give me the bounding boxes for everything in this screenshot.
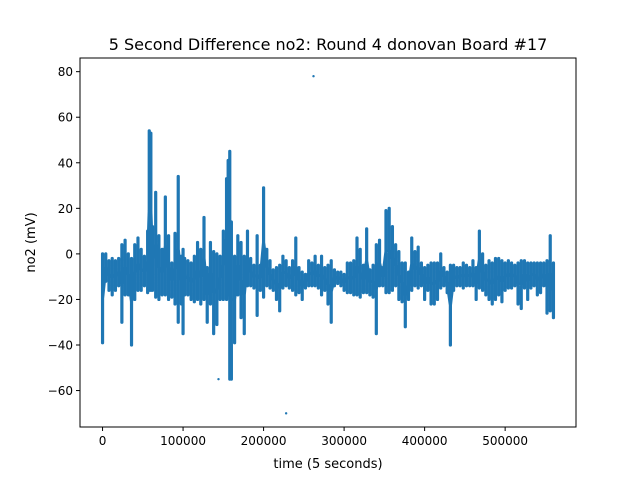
plot-area: [79, 57, 577, 428]
x-tick-label-1: 100000: [160, 434, 206, 448]
chart-title: 5 Second Difference no2: Round 4 donovan…: [109, 35, 548, 54]
outlier-point-1: [284, 412, 288, 415]
y-tick-label-3: 0: [65, 247, 73, 261]
x-tick-label-5: 500000: [482, 434, 528, 448]
y-tick-label-4: 20: [58, 202, 73, 216]
x-tick-label-0: 0: [99, 434, 107, 448]
data-marks: [100, 75, 556, 415]
series-line-0: [100, 129, 556, 381]
y-tick-label-7: 80: [58, 65, 73, 79]
y-tick-label-1: −40: [48, 339, 73, 353]
outlier-point-2: [217, 377, 220, 381]
x-axis: 0 100000 200000 300000 400000 500000: [99, 427, 528, 448]
y-tick-label-0: −60: [48, 384, 73, 398]
x-axis-label: time (5 seconds): [273, 457, 382, 472]
y-tick-label-6: 60: [58, 111, 73, 125]
x-tick-label-4: 400000: [402, 434, 448, 448]
y-axis: −60 −40 −20 0 20 40 60 80: [48, 65, 80, 398]
outlier-point-0: [312, 75, 315, 78]
y-axis-label: no2 (mV): [24, 212, 39, 272]
y-tick-label-5: 40: [58, 156, 73, 170]
x-tick-label-2: 200000: [241, 434, 287, 448]
y-tick-label-2: −20: [48, 293, 73, 307]
axes-frame: [79, 57, 577, 428]
x-tick-label-3: 300000: [321, 434, 367, 448]
